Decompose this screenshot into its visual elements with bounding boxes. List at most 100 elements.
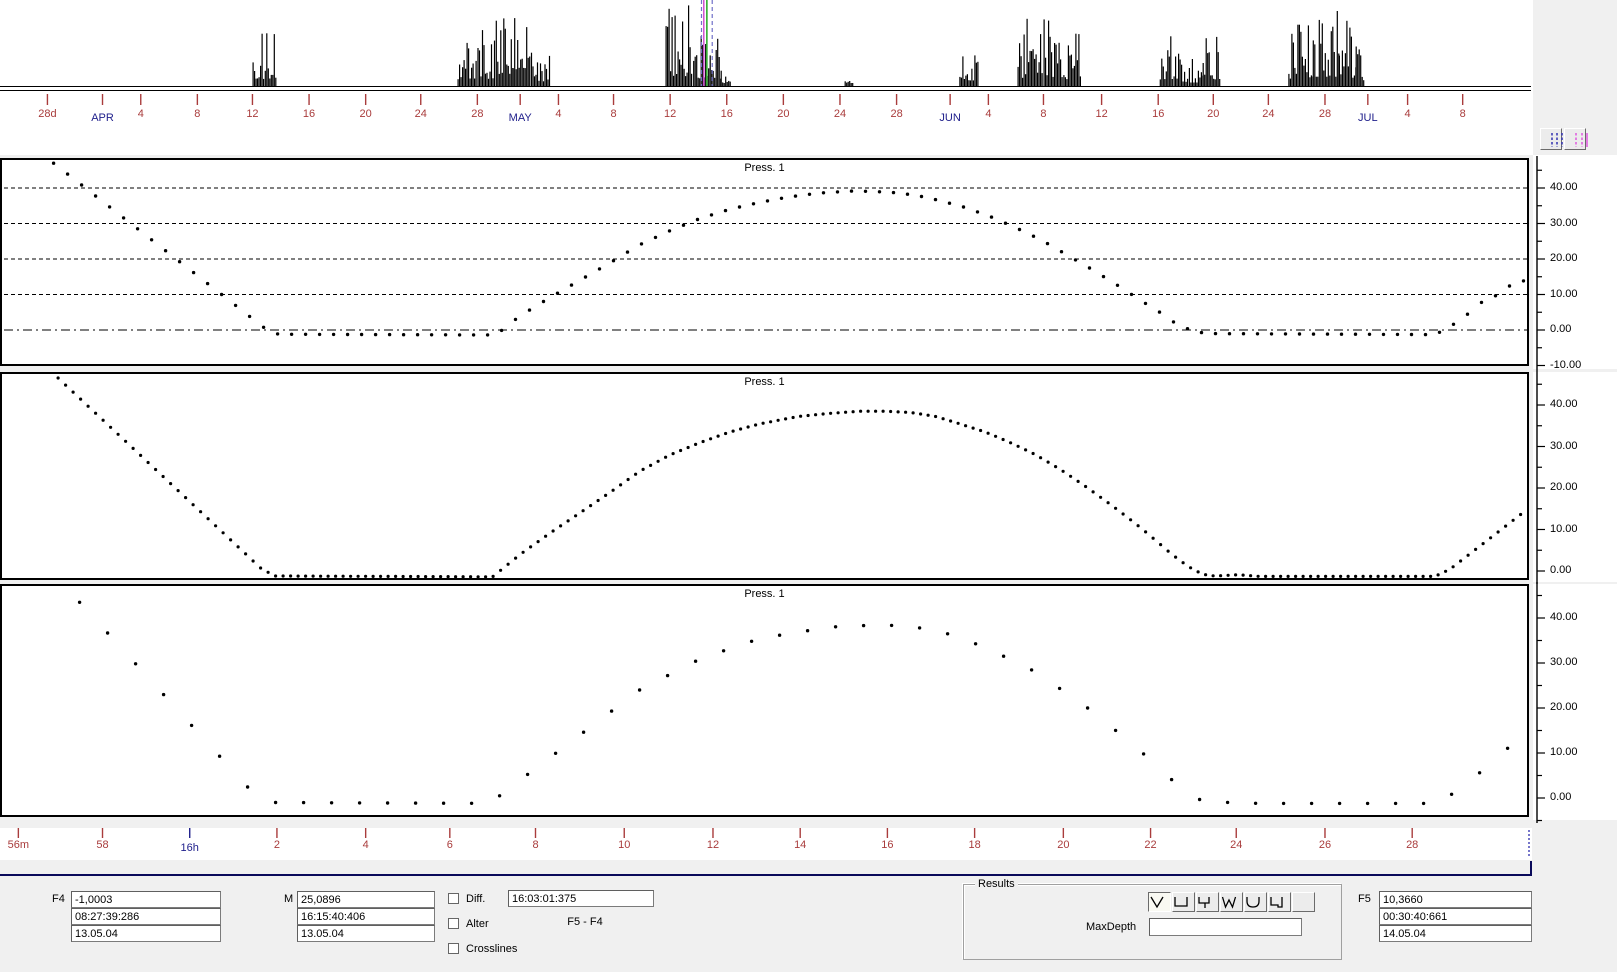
day-tick-label: 8	[194, 108, 201, 120]
time-axis-ticks	[17, 828, 1413, 838]
f5-time-field[interactable]	[1379, 908, 1532, 925]
day-tick-label: 20	[777, 108, 790, 120]
minute-tick-label: 22	[1144, 839, 1157, 851]
minute-tick-label: 4	[362, 839, 369, 851]
month-tick-label: JUN	[939, 112, 961, 124]
y-axis-tick-label: 40.00	[1550, 611, 1578, 623]
day-tick-label: 20	[1207, 108, 1220, 120]
blue-dashed-lines-button[interactable]	[1540, 128, 1563, 150]
day-tick-label: 8	[1459, 108, 1466, 120]
separator-end-tick	[1530, 861, 1532, 876]
y-axis-tick-label: 20.00	[1550, 701, 1578, 713]
u-square-profile-icon	[1174, 897, 1188, 907]
yscale-middle	[1533, 372, 1617, 582]
y-axis-tick-label: 30.00	[1550, 439, 1578, 452]
f4-value-field[interactable]	[71, 891, 221, 908]
chart-title: Press. 1	[744, 162, 785, 174]
day-tick-label: 12	[664, 108, 677, 120]
f4-label: F4	[52, 893, 65, 905]
step-profile-button[interactable]	[1196, 892, 1219, 912]
event-timeline-plot[interactable]	[0, 0, 1533, 92]
day-tick-label: 16	[1152, 108, 1165, 120]
u-notch-profile-icon	[1270, 897, 1283, 908]
time-axis	[0, 828, 1532, 860]
minute-tick-label: 28	[1406, 839, 1419, 851]
minute-tick-label: 58	[96, 839, 109, 851]
diff-checkbox-label: Diff.	[466, 893, 486, 905]
minute-tick-label: 24	[1230, 839, 1243, 851]
minute-tick-label: 8	[532, 839, 539, 851]
maxdepth-field[interactable]	[1149, 918, 1302, 936]
day-tick-label: 28d	[38, 108, 57, 120]
y-axis-tick-label: 0.00	[1550, 564, 1572, 576]
y-axis-tick-label: -10.00	[1550, 358, 1582, 371]
w-profile-button[interactable]	[1220, 892, 1243, 912]
f5-date-field[interactable]	[1379, 925, 1532, 942]
alter-checkbox-label: Alter	[466, 918, 489, 930]
y-axis-tick-label: 0.00	[1550, 323, 1572, 335]
f5-value-field[interactable]	[1379, 891, 1532, 908]
v-profile-button[interactable]	[1148, 892, 1171, 912]
press1-chart-bottom[interactable]: Press. 1	[0, 584, 1529, 817]
hour-tick-label: 16h	[180, 842, 199, 854]
y-axis-tick-label: 0.00	[1550, 791, 1572, 803]
diff-checkbox[interactable]	[448, 893, 459, 904]
day-tick-label: 28	[1318, 108, 1332, 120]
crosslines-checkbox[interactable]	[448, 943, 459, 954]
day-tick-label: 20	[359, 108, 372, 120]
day-tick-label: 4	[1404, 108, 1411, 120]
maxdepth-label: MaxDepth	[1086, 921, 1137, 933]
blank-profile-button[interactable]	[1292, 892, 1315, 912]
magenta-dashed-lines-button[interactable]	[1564, 128, 1588, 150]
date-axis	[0, 92, 1533, 155]
f4-date-field[interactable]	[71, 925, 221, 942]
minute-tick-label: 14	[794, 839, 807, 851]
y-axis-tick-label: 20.00	[1550, 481, 1578, 493]
u-round-profile-button[interactable]	[1244, 892, 1267, 912]
u-round-profile-icon	[1246, 897, 1260, 908]
blue-dashed-lines-icon	[1551, 133, 1563, 147]
crosslines-checkbox-label: Crosslines	[466, 943, 518, 955]
day-tick-label: 24	[414, 108, 427, 120]
day-tick-label: 16	[302, 108, 316, 120]
day-tick-label: 4	[137, 108, 144, 120]
m-time-field[interactable]	[297, 908, 435, 925]
y-axis-tick-label: 10.00	[1550, 522, 1578, 535]
minute-tick-label: 18	[968, 839, 981, 851]
m-value-field[interactable]	[297, 891, 435, 908]
minute-tick-label: 12	[706, 839, 720, 851]
date-axis-ticks	[46, 94, 1464, 105]
day-tick-label: 28	[890, 108, 903, 120]
day-tick-label: 8	[610, 108, 617, 120]
day-tick-label: 12	[246, 108, 259, 120]
y-axis-tick-label: 40.00	[1550, 398, 1578, 410]
minute-tick-label: 6	[446, 839, 453, 851]
day-tick-label: 8	[1040, 108, 1047, 120]
event-timeline-panel[interactable]	[0, 0, 1533, 92]
minute-tick-label: 20	[1057, 839, 1070, 851]
y-axis-tick-label: 10.00	[1550, 746, 1578, 758]
m-label: M	[284, 893, 294, 905]
day-tick-label: 28	[471, 108, 484, 120]
day-tick-label: 24	[1262, 108, 1275, 120]
delta-time-field[interactable]	[508, 890, 654, 907]
press1-chart-middle[interactable]: Press. 1	[0, 372, 1529, 580]
f4-time-field[interactable]	[71, 908, 221, 925]
u-notch-profile-button[interactable]	[1268, 892, 1291, 912]
month-tick-label: JUL	[1358, 112, 1378, 124]
step-profile-icon	[1198, 897, 1210, 908]
month-tick-label: MAY	[508, 112, 532, 124]
u-square-profile-button[interactable]	[1172, 892, 1195, 912]
m-date-field[interactable]	[297, 925, 435, 942]
delta-label: F5 - F4	[567, 916, 603, 928]
press1-chart-top[interactable]: Press. 1	[0, 158, 1529, 366]
time-axis-end-mark	[1528, 830, 1530, 856]
f5-label: F5	[1358, 893, 1371, 905]
yscale-bottom	[1533, 584, 1617, 820]
results-groupbox	[963, 884, 1342, 960]
day-tick-label: 4	[985, 108, 992, 120]
v-profile-icon	[1150, 896, 1164, 909]
alter-checkbox[interactable]	[448, 918, 459, 929]
day-tick-label: 4	[555, 108, 562, 120]
